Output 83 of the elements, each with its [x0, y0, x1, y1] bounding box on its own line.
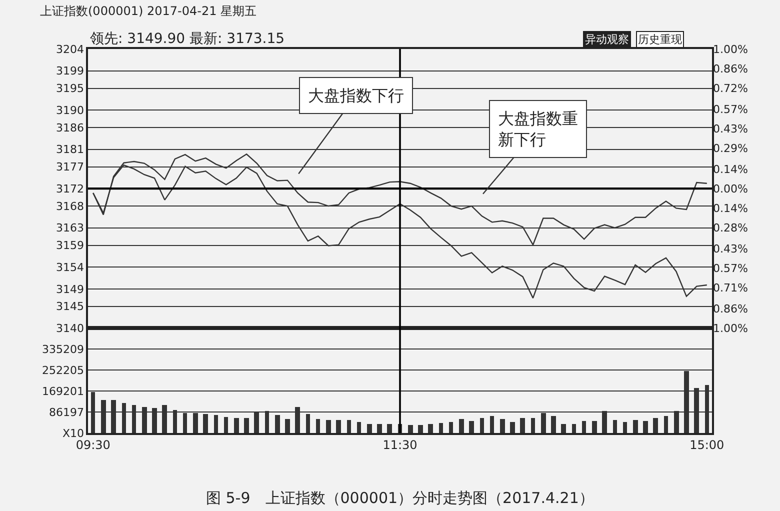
y2-tick-label: 0.57% [713, 102, 748, 116]
y2-tick-label: 0.86% [713, 302, 748, 316]
annotation: 大盘指数下行 [308, 86, 404, 105]
x-tick-label: 09:30 [76, 438, 110, 452]
y2-tick-label: 0.43% [713, 242, 748, 256]
bar [592, 421, 597, 433]
bar [531, 418, 535, 433]
y2-tick-label: 0.14% [713, 202, 748, 215]
bar [387, 424, 392, 433]
bar [582, 421, 586, 433]
bar [613, 420, 617, 433]
bar [418, 425, 423, 433]
y2-tick-label: 0.71% [713, 282, 748, 295]
bar [336, 420, 341, 433]
y-tick-label: 335209 [42, 342, 84, 356]
y-tick-label: 3199 [56, 64, 84, 78]
y2-tick-label: 1.00% [713, 42, 748, 56]
x-tick-label: 11:30 [382, 438, 418, 452]
bar [561, 424, 566, 433]
bar [285, 419, 290, 433]
bar [480, 418, 484, 433]
bar [439, 423, 443, 433]
y-tick-label: 3181 [56, 143, 84, 156]
y-tick-label: 3177 [56, 160, 84, 174]
bar [551, 416, 556, 433]
chart-title: 上证指数(000001) 2017-04-21 星期五 [40, 4, 257, 18]
y-tick-label: X10 [62, 426, 84, 440]
bar [377, 424, 382, 433]
bar [510, 422, 515, 433]
bar [469, 421, 474, 433]
bar [214, 415, 218, 433]
bar [428, 424, 433, 433]
y-tick-label: 252205 [42, 364, 84, 377]
y-tick-label: 86197 [49, 406, 84, 419]
bar [459, 419, 464, 433]
bar [633, 420, 638, 433]
bar [224, 417, 228, 433]
y2-tick-label: 0.14% [713, 162, 748, 176]
bar [520, 418, 525, 433]
annotation: 大盘指数重新下行 [498, 109, 578, 149]
text: 异动观察 [585, 33, 629, 46]
y2-tick-label: 0.28% [713, 222, 748, 235]
y-tick-label: 3172 [56, 182, 84, 196]
y-tick-label: 3159 [56, 239, 84, 252]
y2-tick-label: 0.43% [713, 122, 748, 136]
y2-tick-label: 1.00% [713, 322, 748, 336]
bar [234, 418, 239, 433]
y2-tick-label: 0.00% [713, 182, 748, 196]
y-tick-label: 3168 [56, 200, 84, 213]
bar [408, 425, 413, 433]
bar [357, 422, 361, 433]
bar [653, 418, 658, 433]
bar [449, 422, 453, 433]
text: 历史重现 [638, 33, 682, 46]
y2-tick-label: 0.86% [713, 62, 748, 76]
bar [244, 418, 249, 433]
bar [367, 424, 372, 433]
y-tick-label: 3204 [56, 42, 84, 56]
y-tick-label: 3190 [56, 104, 84, 117]
bar [643, 421, 648, 433]
y-tick-label: 3149 [56, 282, 84, 296]
bar [500, 419, 505, 433]
y-tick-label: 169201 [42, 384, 84, 398]
bar [275, 415, 280, 433]
bar [316, 419, 320, 433]
bar [490, 416, 494, 433]
y-tick-label: 3186 [56, 121, 84, 134]
y-tick-label: 3145 [56, 300, 84, 314]
y-tick-label: 3140 [56, 322, 84, 336]
x-tick-label: 15:00 [690, 438, 724, 452]
y2-tick-label: 0.29% [713, 142, 748, 155]
caption: 图 5-9 上证指数（000001）分时走势图（2017.4.21） [206, 489, 594, 507]
bar [664, 416, 668, 433]
bar [623, 422, 627, 433]
y2-tick-label: 0.72% [713, 82, 748, 95]
y-tick-label: 3195 [56, 82, 84, 96]
bar [347, 420, 351, 433]
y2-tick-label: 0.57% [713, 262, 748, 275]
bar [326, 420, 331, 433]
y-tick-label: 3163 [56, 222, 84, 235]
y-tick-label: 3154 [56, 260, 84, 274]
text: 领先: 3149.90 最新: 3173.15 [90, 31, 285, 47]
bar [572, 424, 576, 433]
